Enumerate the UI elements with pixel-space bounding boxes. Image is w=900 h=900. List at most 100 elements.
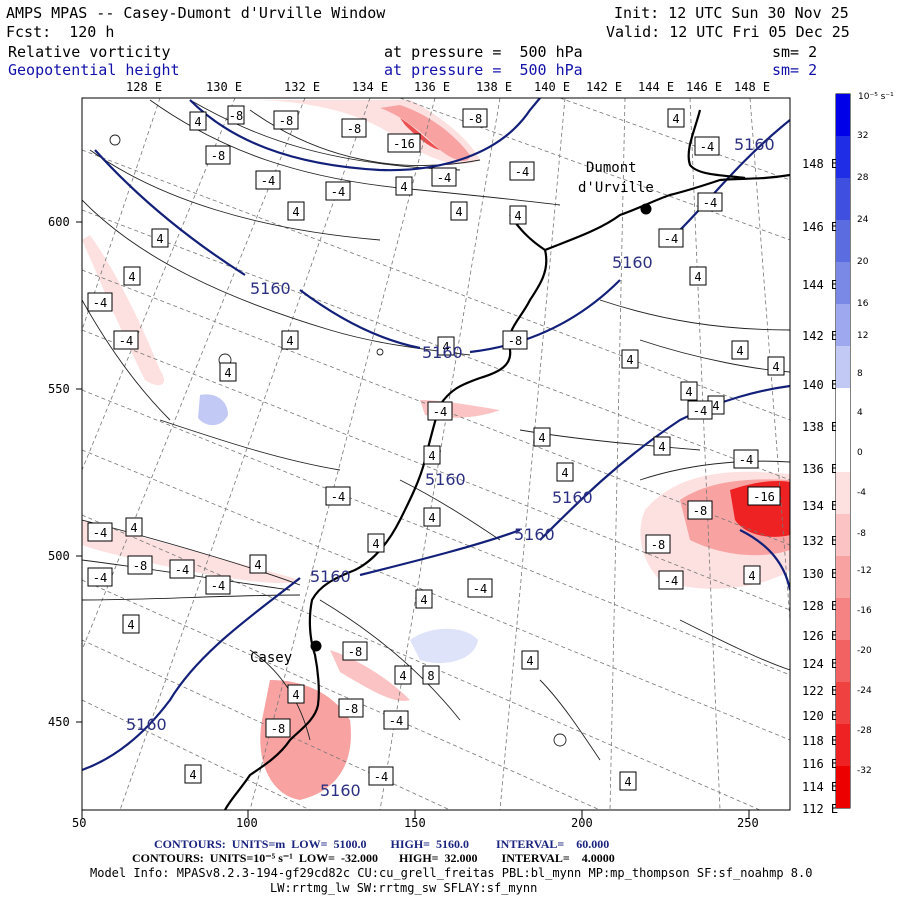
y-tick-label: 500 — [48, 549, 70, 563]
vort-label: 4 — [367, 533, 385, 553]
colorbar-swatch — [836, 388, 850, 430]
colorbar-swatch — [836, 514, 850, 556]
colorbar-swatch — [836, 724, 850, 766]
colorbar-label: 32 — [857, 131, 869, 141]
vort-label: 4 — [281, 330, 299, 350]
vort-label: -4 — [687, 400, 713, 420]
svg-text:-8: -8 — [344, 702, 358, 716]
vort-label: -8 — [687, 500, 713, 520]
height-label: 5160 — [552, 488, 593, 507]
vort-label: -4 — [169, 559, 195, 579]
top-lon-label: 128 E — [126, 80, 163, 94]
vort-label: 4 — [667, 108, 685, 128]
svg-text:4: 4 — [254, 558, 261, 572]
colorbar-label: 12 — [857, 331, 869, 341]
right-lon-label: 138 E — [802, 420, 839, 434]
right-lon-label: 134 E — [802, 499, 839, 513]
vorticity-labels: 4 -8 -8 -8 -16 -8 -4 -8 4 -4 -4 -4 4 -4 … — [87, 105, 785, 791]
svg-text:4: 4 — [128, 270, 135, 284]
right-lon-label: 130 E — [802, 567, 839, 581]
colorbar-swatch — [836, 304, 850, 346]
top-lon-label: 144 E — [638, 80, 675, 94]
svg-text:-4: -4 — [515, 165, 529, 179]
vort-label: -4 — [368, 766, 394, 786]
right-lon-label: 128 E — [802, 599, 839, 613]
vort-label: 4 — [189, 111, 207, 131]
height-label: 5160 — [422, 343, 463, 362]
top-lon-label: 140 E — [534, 80, 571, 94]
contour-info-height: CONTOURS: UNITS=m LOW= 5100.0 HIGH= 5160… — [154, 837, 610, 851]
vort-label: -4 — [87, 567, 113, 587]
colorbar-label: -20 — [857, 646, 872, 656]
dumont-label-1: Dumont — [586, 160, 637, 176]
colorbar-label: -4 — [857, 488, 866, 498]
x-tick-label: 250 — [737, 816, 759, 830]
svg-text:4: 4 — [514, 209, 521, 223]
vort-label: -8 — [645, 534, 671, 554]
top-lon-label: 134 E — [352, 80, 389, 94]
svg-text:-16: -16 — [393, 137, 415, 151]
colorbar-swatch — [836, 682, 850, 724]
colorbar-swatch — [836, 220, 850, 262]
svg-text:-4: -4 — [93, 296, 107, 310]
vort-label: -4 — [733, 449, 759, 469]
colorbar-units: 10⁻⁵ s⁻¹ — [858, 92, 894, 102]
svg-text:4: 4 — [420, 593, 427, 607]
top-lon-label: 132 E — [284, 80, 321, 94]
vort-label: -4 — [87, 522, 113, 542]
y-tick-label: 450 — [48, 715, 70, 729]
stations: Dumont d'Urville Casey — [250, 160, 654, 666]
colorbar-swatch — [836, 598, 850, 640]
svg-text:4: 4 — [538, 431, 545, 445]
vort-label: -4 — [431, 167, 457, 187]
vort-label: 4 — [184, 764, 202, 784]
forecast-hour: Fcst: 120 h — [6, 23, 115, 41]
colorbar-label: -24 — [857, 686, 872, 696]
svg-text:4: 4 — [428, 511, 435, 525]
svg-text:-4: -4 — [693, 404, 707, 418]
vort-label: -4 — [658, 570, 684, 590]
vort-label: 4 — [395, 176, 413, 196]
colorbar-swatch — [836, 94, 850, 136]
model-info-2: LW:rrtmg_lw SW:rrtmg_sw SFLAY:sf_mynn — [270, 881, 538, 895]
map-title: AMPS MPAS -- Casey-Dumont d'Urville Wind… — [6, 4, 386, 22]
svg-text:4: 4 — [626, 353, 633, 367]
vort-label: -4 — [113, 330, 139, 350]
x-tick-label: 200 — [571, 816, 593, 830]
height-label: 5160 — [514, 525, 555, 544]
right-lon-label: 142 E — [802, 329, 839, 343]
svg-text:-4: -4 — [473, 582, 487, 596]
svg-text:4: 4 — [672, 112, 679, 126]
colorbar-swatch — [836, 430, 850, 472]
right-lon-label: 114 E — [802, 780, 839, 794]
svg-text:4: 4 — [189, 768, 196, 782]
right-lon-label: 146 E — [802, 220, 839, 234]
vort-label: -8 — [227, 105, 245, 125]
svg-text:-8: -8 — [279, 114, 293, 128]
vort-label: 4 — [219, 362, 237, 382]
right-lon-label: 112 E — [802, 802, 839, 816]
svg-text:4: 4 — [748, 569, 755, 583]
svg-text:-4: -4 — [331, 490, 345, 504]
vort-label: 4 — [437, 336, 455, 356]
svg-text:4: 4 — [372, 537, 379, 551]
vort-label: 4 — [415, 589, 433, 609]
right-lon-label: 132 E — [802, 534, 839, 548]
vort-label: 4 — [423, 507, 441, 527]
dumont-durville-marker — [640, 203, 652, 215]
vort-label: -4 — [325, 181, 351, 201]
svg-text:-8: -8 — [229, 109, 243, 123]
top-lon-label: 146 E — [686, 80, 723, 94]
vort-label: -16 — [747, 486, 781, 506]
svg-text:-4: -4 — [664, 232, 678, 246]
vort-label: 4 — [533, 427, 551, 447]
right-lon-label: 148 E — [802, 157, 839, 171]
map-plot-area: 4 -8 -8 -8 -16 -8 -4 -8 4 -4 -4 -4 4 -4 … — [82, 98, 790, 810]
vort-label: -4 — [509, 161, 535, 181]
vort-label: 8 — [422, 665, 440, 685]
svg-text:-4: -4 — [700, 140, 714, 154]
vort-label: 4 — [287, 684, 305, 704]
vort-label: -16 — [387, 133, 421, 153]
plot-frame — [81, 97, 791, 811]
